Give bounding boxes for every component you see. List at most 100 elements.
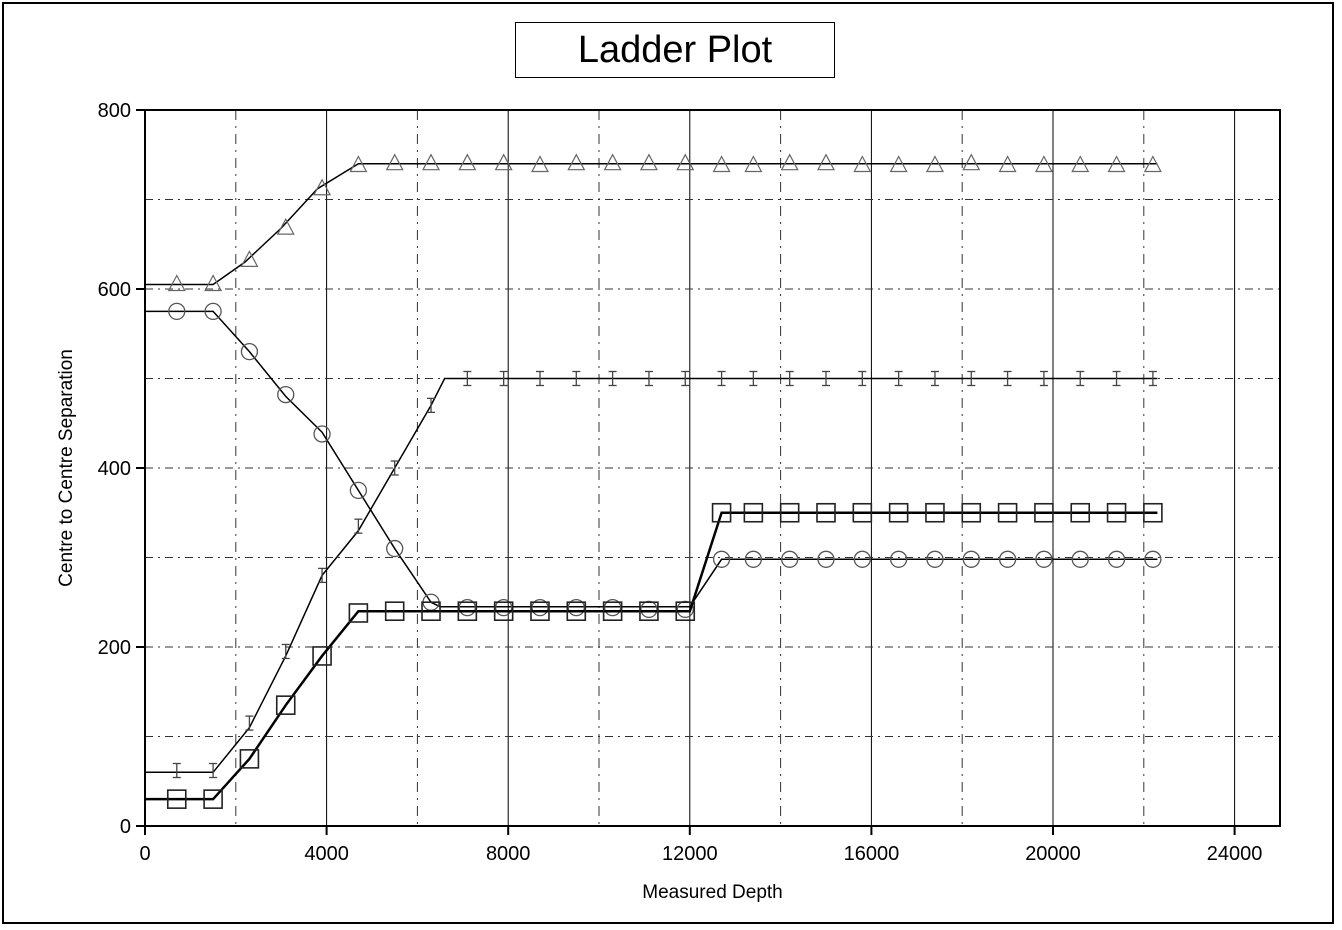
tick-marker [572, 370, 581, 387]
square-marker [239, 749, 260, 769]
triangle-marker [240, 250, 259, 267]
triangle-marker [204, 274, 223, 292]
square-marker [816, 502, 836, 523]
circle-marker [313, 425, 331, 443]
circle-marker [349, 481, 368, 500]
triangle-marker [780, 153, 799, 171]
square-marker [566, 601, 587, 622]
tick-marker [281, 643, 290, 660]
square-marker [312, 646, 332, 666]
tick-marker [644, 370, 653, 387]
x-tick-label: 12000 [662, 843, 718, 865]
circle-marker [1071, 550, 1089, 568]
tick-marker [427, 397, 436, 414]
circle-marker [168, 302, 186, 321]
square-marker [530, 601, 550, 622]
triangle-marker [567, 153, 586, 171]
series-line-triangle [145, 162, 1158, 286]
tick-marker [608, 370, 617, 387]
tick-marker [390, 460, 399, 476]
triangle-marker [1071, 155, 1090, 173]
circle-marker [240, 342, 259, 361]
square-marker [602, 601, 623, 622]
tick-marker [1112, 370, 1121, 387]
square-marker [348, 603, 369, 623]
circle-marker [1144, 550, 1162, 568]
triangle-marker [925, 155, 944, 173]
triangle-marker [998, 155, 1017, 173]
series-triangle [145, 153, 1162, 292]
tick-marker [822, 370, 830, 387]
square-marker [493, 601, 514, 622]
tick-marker [1148, 370, 1157, 387]
circle-marker [495, 598, 513, 617]
series-tick [145, 370, 1158, 779]
circle-marker [567, 598, 585, 617]
triangle-marker [817, 153, 835, 171]
square-marker [166, 789, 187, 809]
square-marker [925, 502, 945, 523]
triangle-marker [313, 178, 332, 196]
tick-marker [1039, 370, 1048, 387]
y-tick-label: 600 [98, 279, 131, 301]
tick-marker [354, 518, 363, 534]
x-tick-label: 24000 [1207, 843, 1263, 865]
series-line-tick [145, 377, 1158, 774]
tick-marker [1076, 370, 1085, 387]
square-marker [711, 502, 732, 523]
square-marker [384, 601, 405, 622]
triangle-marker [422, 153, 441, 171]
tick-marker [463, 370, 472, 387]
square-marker [457, 601, 478, 622]
x-tick-label: 16000 [844, 843, 900, 865]
triangle-marker [676, 153, 695, 171]
square-marker [1143, 502, 1163, 523]
circle-marker [640, 600, 658, 619]
square-marker [275, 695, 296, 715]
series-square [145, 502, 1163, 809]
tick-marker [245, 715, 254, 731]
triangle-marker [349, 155, 368, 173]
y-tick-label: 800 [98, 100, 131, 122]
series-line-circle [145, 310, 1158, 608]
chart-title-box: Ladder Plot [515, 22, 835, 78]
circle-marker [1107, 550, 1126, 568]
square-marker [1106, 502, 1127, 523]
triangle-marker [1034, 155, 1053, 173]
x-tick-label: 20000 [1025, 843, 1081, 865]
tick-marker [318, 567, 327, 584]
triangle-marker [962, 153, 981, 171]
tick-marker [894, 370, 903, 387]
axes: 0 4000 8000 12000 16000 20000 24000 0 200 400 600 8… [98, 100, 1263, 865]
triangle-marker [530, 155, 549, 173]
x-tick-label: 4000 [304, 843, 349, 865]
circle-marker [531, 598, 549, 617]
triangle-marker [385, 153, 404, 171]
circle-marker [458, 598, 476, 617]
x-tick-label: 0 [139, 843, 150, 865]
tick-marker [499, 370, 508, 387]
tick-marker [749, 370, 758, 387]
square-marker [1070, 502, 1091, 523]
tick-marker [1003, 370, 1012, 387]
triangle-marker [458, 153, 477, 171]
chart-title: Ladder Plot [577, 28, 773, 71]
square-marker [421, 601, 441, 622]
triangle-marker [744, 155, 763, 173]
circle-marker [998, 550, 1017, 568]
y-tick-label: 400 [98, 458, 131, 480]
square-marker [852, 502, 873, 523]
tick-marker [681, 370, 690, 387]
square-marker [997, 502, 1018, 523]
series-line-square [145, 511, 1158, 801]
circle-marker [1035, 550, 1053, 568]
y-axis-label: Centre to Centre Separation [56, 349, 77, 587]
triangle-marker [276, 217, 295, 235]
circle-marker [744, 550, 763, 568]
triangle-marker [1143, 155, 1162, 173]
triangle-marker [853, 155, 872, 173]
square-marker [888, 502, 909, 523]
triangle-marker [494, 153, 513, 171]
square-marker [961, 502, 982, 523]
